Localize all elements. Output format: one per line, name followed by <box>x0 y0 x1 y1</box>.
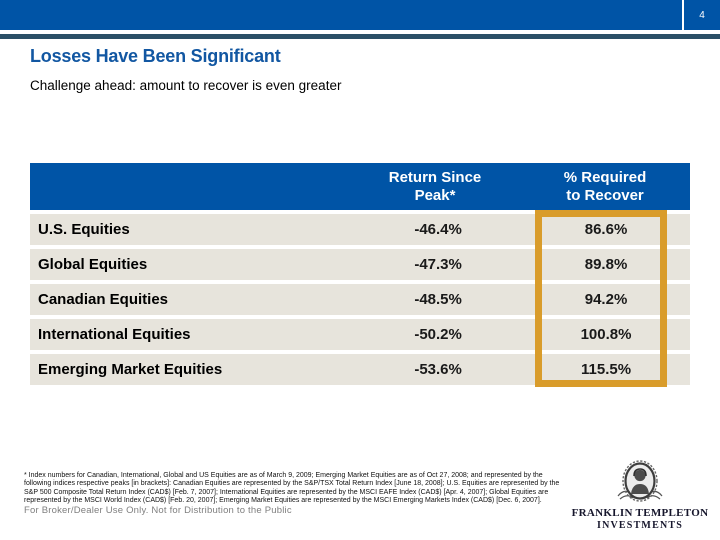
slide-title: Losses Have Been Significant <box>30 46 281 66</box>
header-line: to Recover <box>566 186 644 204</box>
row-label: U.S. Equities <box>38 221 130 238</box>
required-to-recover-value: 94.2% <box>584 291 628 308</box>
return-since-peak-value: -53.6% <box>414 361 462 378</box>
return-since-peak-value: -46.4% <box>414 221 462 238</box>
row-label: Global Equities <box>38 256 148 273</box>
return-since-peak-value: -47.3% <box>414 256 462 273</box>
table-row: Global Equities -47.3% 89.8% <box>30 249 690 280</box>
required-to-recover-value: 89.8% <box>584 256 628 273</box>
ben-franklin-medallion-icon <box>617 460 663 502</box>
row-label: Canadian Equities <box>38 291 169 308</box>
table-row: International Equities -50.2% 100.8% <box>30 319 690 350</box>
page-number: 4 <box>699 9 705 21</box>
header-line: Return Since <box>388 168 482 186</box>
table-row: U.S. Equities -46.4% 86.6% <box>30 214 690 245</box>
required-to-recover-value: 100.8% <box>580 326 632 343</box>
table-header-return-since-peak: Return Since Peak* <box>350 163 520 210</box>
required-to-recover-value: 86.6% <box>584 221 628 238</box>
header-line: % Required <box>563 168 647 186</box>
banner-rule <box>0 34 720 39</box>
return-since-peak-value: -50.2% <box>414 326 462 343</box>
table-row: Emerging Market Equities -53.6% 115.5% <box>30 354 690 385</box>
footnote: * Index numbers for Canadian, Internatio… <box>24 472 560 505</box>
banner-divider <box>682 0 684 30</box>
table-header-empty-cell <box>30 163 350 210</box>
table-header-required-to-recover: % Required to Recover <box>520 163 690 210</box>
franklin-templeton-logo: FRANKLIN TEMPLETON INVESTMENTS <box>570 460 710 531</box>
return-since-peak-value: -48.5% <box>414 291 462 308</box>
row-label: International Equities <box>38 326 191 343</box>
row-label: Emerging Market Equities <box>38 361 223 378</box>
header-line: Peak* <box>414 186 456 204</box>
disclaimer: For Broker/Dealer Use Only. Not for Dist… <box>24 505 292 516</box>
logo-text-franklin-templeton: FRANKLIN TEMPLETON <box>571 507 709 519</box>
top-banner <box>0 0 720 30</box>
returns-table: Return Since Peak* % Required to Recover… <box>30 163 690 387</box>
required-to-recover-value: 115.5% <box>581 361 632 378</box>
table-row: Canadian Equities -48.5% 94.2% <box>30 284 690 315</box>
table-header-row: Return Since Peak* % Required to Recover <box>30 163 690 210</box>
slide-subtitle: Challenge ahead: amount to recover is ev… <box>30 78 342 93</box>
logo-text-investments: INVESTMENTS <box>597 520 683 531</box>
